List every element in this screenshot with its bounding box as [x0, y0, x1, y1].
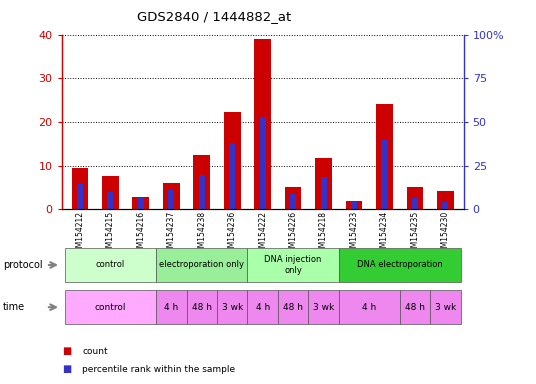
Bar — [321, 177, 326, 209]
Text: DNA electroporation: DNA electroporation — [357, 260, 443, 270]
Text: ■: ■ — [62, 364, 71, 374]
Bar — [199, 175, 205, 209]
Bar — [285, 187, 301, 209]
Bar — [382, 140, 388, 209]
Text: protocol: protocol — [3, 260, 42, 270]
Bar — [224, 112, 241, 209]
Text: 4 h: 4 h — [362, 303, 376, 312]
Text: count: count — [82, 347, 108, 356]
Text: control: control — [96, 260, 125, 270]
Bar — [254, 39, 271, 209]
Bar — [132, 197, 149, 209]
Bar — [259, 117, 266, 209]
Bar — [376, 104, 393, 209]
Text: 48 h: 48 h — [192, 303, 212, 312]
Bar — [351, 202, 357, 209]
Text: time: time — [3, 302, 25, 312]
Bar — [163, 183, 180, 209]
Bar — [442, 202, 449, 209]
Text: control: control — [95, 303, 126, 312]
Text: 3 wk: 3 wk — [221, 303, 243, 312]
Bar — [315, 158, 332, 209]
Text: GDS2840 / 1444882_at: GDS2840 / 1444882_at — [137, 10, 292, 23]
Text: 4 h: 4 h — [256, 303, 270, 312]
Bar — [412, 198, 418, 209]
Text: percentile rank within the sample: percentile rank within the sample — [82, 365, 235, 374]
Bar — [406, 187, 423, 209]
Text: 3 wk: 3 wk — [313, 303, 334, 312]
Bar — [107, 192, 114, 209]
Text: 48 h: 48 h — [283, 303, 303, 312]
Bar — [138, 198, 144, 209]
Bar — [102, 175, 119, 209]
Bar — [77, 184, 83, 209]
Text: 4 h: 4 h — [164, 303, 178, 312]
Bar — [346, 202, 362, 209]
Bar — [229, 143, 235, 209]
Bar — [71, 168, 88, 209]
Text: ■: ■ — [62, 346, 71, 356]
Bar — [290, 194, 296, 209]
Text: electroporation only: electroporation only — [159, 260, 244, 270]
Text: 48 h: 48 h — [405, 303, 425, 312]
Bar — [168, 190, 174, 209]
Text: 3 wk: 3 wk — [435, 303, 456, 312]
Bar — [193, 155, 210, 209]
Bar — [437, 191, 454, 209]
Text: DNA injection
only: DNA injection only — [264, 255, 322, 275]
